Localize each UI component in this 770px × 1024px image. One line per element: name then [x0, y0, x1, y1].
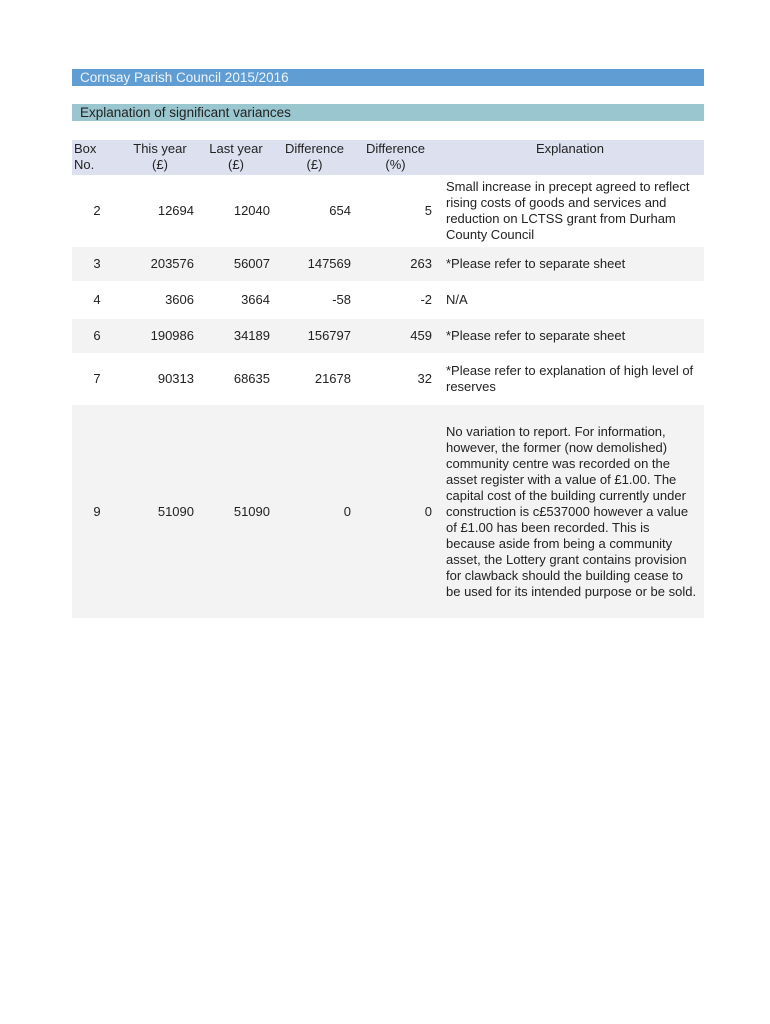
explanation-cell: N/A [446, 292, 468, 307]
difference-pct-cell: -2 [420, 292, 432, 307]
this-year-cell: 203576 [122, 247, 198, 281]
table-row: 6 190986 34189 156797 459 *Please refer to se… [72, 319, 704, 353]
last-year-cell: 12040 [233, 203, 270, 218]
box-cell: 3 [72, 247, 122, 281]
box-cell: 4 [93, 292, 101, 307]
explanation-cell: *Please refer to separate sheet [436, 319, 704, 353]
header-last-year: Last year (£) [198, 140, 274, 175]
this-year-cell: 190986 [122, 319, 198, 353]
difference-cell: -58 [332, 292, 351, 307]
this-year-cell: 90313 [157, 371, 194, 386]
box-cell: 2 [93, 203, 101, 218]
explanation-cell: No variation to report. For information,… [436, 405, 704, 618]
difference-cell: 654 [329, 203, 351, 218]
explanation-cell: *Please refer to separate sheet [436, 247, 704, 281]
box-cell: 9 [72, 405, 122, 618]
last-year-cell: 68635 [233, 371, 270, 386]
difference-pct-cell: 459 [355, 319, 436, 353]
difference-pct-cell: 0 [355, 405, 436, 618]
difference-pct-cell: 5 [424, 203, 432, 218]
header-row: Box No. This year (£) Last year (£) Differe… [72, 140, 704, 175]
box-cell: 7 [93, 371, 101, 386]
last-year-cell: 56007 [198, 247, 274, 281]
explanation-cell: Small increase in precept agreed to refl… [446, 179, 690, 242]
page-title: Cornsay Parish Council 2015/2016 [72, 69, 704, 86]
section-title: Explanation of significant variances [72, 104, 704, 121]
this-year-cell: 3606 [165, 292, 194, 307]
table-row: 9 51090 51090 0 0 No variation to report. For… [72, 405, 704, 618]
table-row: 7 90313 68635 21678 32 *Please refer to expla… [72, 355, 704, 403]
difference-cell: 156797 [274, 319, 355, 353]
header-explanation: Explanation [436, 140, 704, 175]
table-row: 3 203576 56007 147569 263 *Please refer to se… [72, 247, 704, 281]
this-year-cell: 12694 [157, 203, 194, 218]
header-difference: Difference (£) [274, 140, 355, 175]
difference-cell: 147569 [274, 247, 355, 281]
last-year-cell: 51090 [198, 405, 274, 618]
difference-pct-cell: 263 [355, 247, 436, 281]
header-this-year: This year (£) [122, 140, 198, 175]
variances-table: Box No. This year (£) Last year (£) Differe… [72, 138, 704, 620]
difference-cell: 21678 [314, 371, 351, 386]
last-year-cell: 3664 [241, 292, 270, 307]
explanation-cell: *Please refer to explanation of high lev… [446, 363, 694, 394]
this-year-cell: 51090 [122, 405, 198, 618]
table-row: 2 12694 12040 654 5 Small increase in precept… [72, 177, 704, 245]
difference-cell: 0 [274, 405, 355, 618]
difference-pct-cell: 32 [417, 371, 432, 386]
header-box: Box No. [72, 140, 122, 175]
box-cell: 6 [72, 319, 122, 353]
header-difference-pct: Difference (%) [355, 140, 436, 175]
last-year-cell: 34189 [198, 319, 274, 353]
table-row: 4 3606 3664 -58 -2 N/A [72, 283, 704, 317]
